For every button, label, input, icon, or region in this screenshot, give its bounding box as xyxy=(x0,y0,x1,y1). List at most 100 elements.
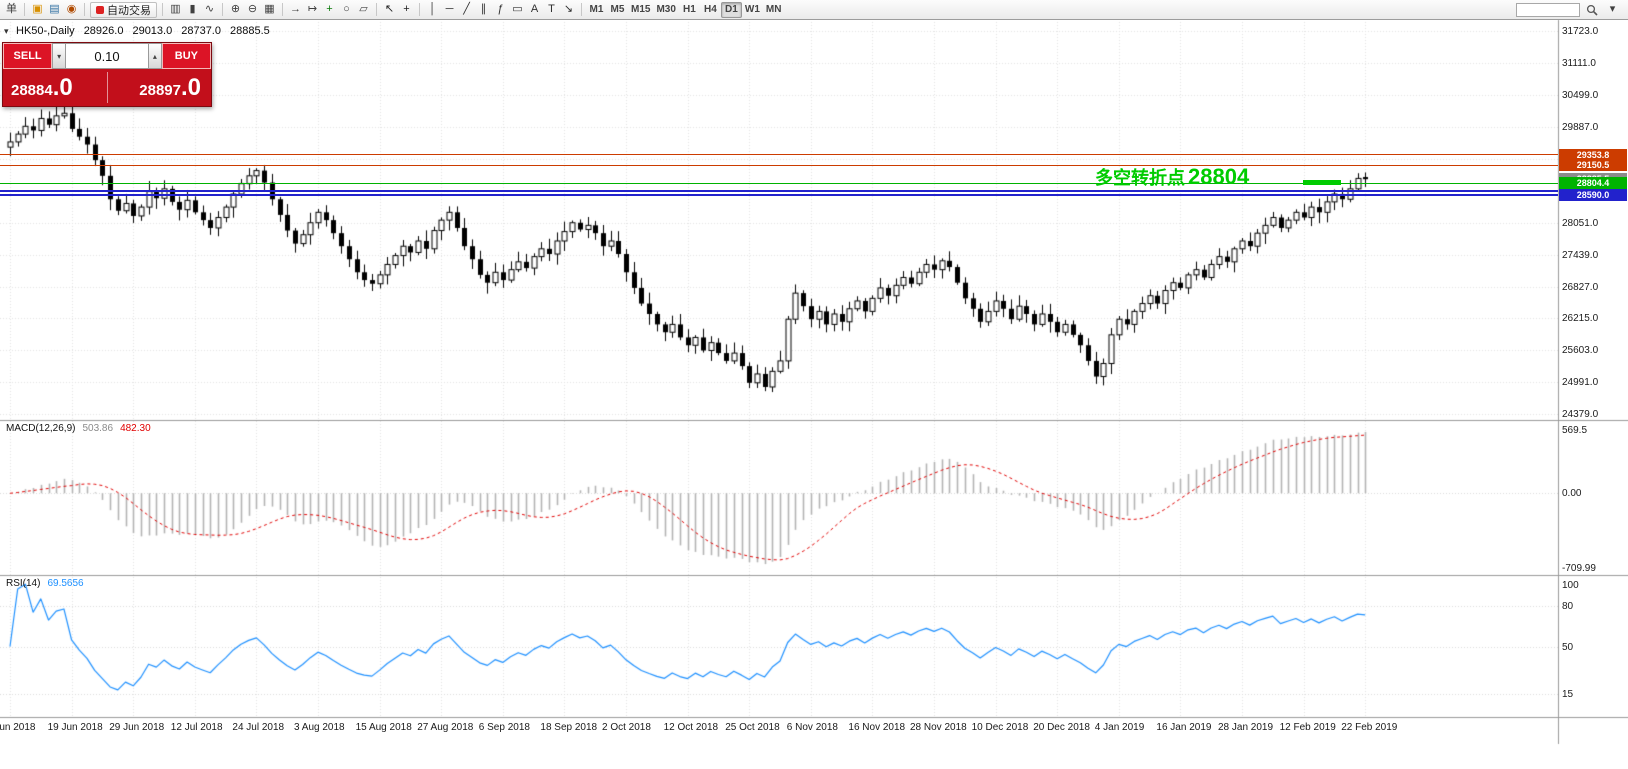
horizontal-line-icon[interactable]: ─ xyxy=(445,3,454,15)
sell-price-frac: .0 xyxy=(52,73,73,101)
horizontal-line-29150.5[interactable] xyxy=(0,164,1558,166)
trade-panel-controls: SELL ▾ ▴ BUY xyxy=(3,43,211,69)
toolbar-search-area: ▾ xyxy=(1516,2,1625,18)
price-axis-label: 28051.0 xyxy=(1562,217,1599,229)
autotrading-button[interactable]: 自动交易 xyxy=(90,1,157,18)
candlestick-chart-icon[interactable]: ▮ xyxy=(189,3,196,15)
date-axis-label: 20 Dec 2018 xyxy=(1033,722,1090,733)
rsi-name: RSI(14) xyxy=(6,578,41,589)
macd-signal-value: 482.30 xyxy=(120,423,151,434)
text-label-icon[interactable]: T xyxy=(548,3,555,15)
toolbar-separator xyxy=(282,3,283,16)
sell-price-main: 28884 xyxy=(11,81,53,99)
price-axis-label: 26827.0 xyxy=(1562,281,1599,293)
price-axis-label: 31111.0 xyxy=(1562,58,1596,70)
navigator-icon[interactable]: ◉ xyxy=(66,3,77,15)
bar-chart-icon[interactable]: ▥ xyxy=(170,3,181,15)
toolbar-separator xyxy=(84,3,85,16)
timeframe-w1[interactable]: W1 xyxy=(744,3,760,15)
volume-up-button[interactable]: ▴ xyxy=(148,43,162,69)
rsi-value: 69.5656 xyxy=(47,578,84,589)
buy-button[interactable]: BUY xyxy=(161,43,211,69)
toolbar: 单 ▣ ▤ ◉ 自动交易 ▥ ▮ ∿ ⊕ ⊖ ▦ → ↦ + ○ ▱ ↖ + │ ─ ╱ ∥ ƒ ▭ A T ↘ M1 M5 M15 M3… xyxy=(0,0,1628,20)
timeframe-mn[interactable]: MN xyxy=(765,3,782,15)
arrows-icon[interactable]: ↘ xyxy=(563,3,574,15)
crosshair-icon[interactable]: + xyxy=(403,3,410,15)
horizontal-line-29353.8[interactable] xyxy=(0,154,1558,156)
sell-button[interactable]: SELL xyxy=(3,43,53,69)
line-chart-icon[interactable]: ∿ xyxy=(204,3,215,15)
symbol-period-label: HK50-,Daily xyxy=(16,25,75,37)
price-axis-label: 27439.0 xyxy=(1562,249,1599,261)
horizontal-line-28660.0[interactable] xyxy=(0,189,1558,192)
date-axis-label: 4 Jan 2019 xyxy=(1094,722,1145,733)
rsi-axis-label: 80 xyxy=(1562,601,1574,612)
high-value: 29013.0 xyxy=(132,25,173,37)
date-axis-label: 29 Jun 2018 xyxy=(109,722,165,733)
channel-icon[interactable]: ∥ xyxy=(480,3,487,15)
chart-ohlc-info: HK50-,Daily 28926.0 29013.0 28737.0 2888… xyxy=(16,25,270,37)
toolbar-separator xyxy=(222,3,223,16)
price-axis-label: 29887.0 xyxy=(1562,121,1599,133)
sell-price[interactable]: 28884.0 xyxy=(3,73,73,101)
timeframe-m30[interactable]: M30 xyxy=(656,3,676,15)
timeframe-h1[interactable]: H1 xyxy=(683,3,696,15)
search-input[interactable] xyxy=(1516,2,1580,17)
horizontal-line-28804.4[interactable] xyxy=(0,182,1558,184)
annotation-text[interactable]: 多空转折点 28804 xyxy=(1095,164,1249,190)
date-axis-label: 12 Oct 2018 xyxy=(663,722,719,733)
date-axis-label: 22 Feb 2019 xyxy=(1341,722,1398,733)
new-order-icon[interactable]: ▣ xyxy=(32,3,43,15)
vertical-line-icon[interactable]: │ xyxy=(429,3,436,15)
auto-scroll-icon[interactable]: → xyxy=(290,3,301,15)
macd-name: MACD(12,26,9) xyxy=(6,423,76,434)
trade-panel-collapse-icon[interactable]: ▾ xyxy=(4,26,9,36)
date-axis-label: 3 Aug 2018 xyxy=(294,722,345,733)
price-axis-label: 26215.0 xyxy=(1562,313,1599,325)
toolbar-separator xyxy=(24,3,25,16)
template-icon[interactable]: ▱ xyxy=(359,3,368,15)
low-value: 28737.0 xyxy=(181,25,221,37)
buy-price[interactable]: 28897.0 xyxy=(139,73,211,101)
autotrading-icon xyxy=(96,5,104,14)
volume-input[interactable] xyxy=(66,43,148,69)
text-icon[interactable]: A xyxy=(530,3,539,15)
date-axis-label: 5 Jun 2018 xyxy=(0,722,36,733)
zoom-in-icon[interactable]: ⊕ xyxy=(230,3,241,15)
toolbar-more-icon[interactable]: ▾ xyxy=(1609,3,1616,15)
date-axis-label: 24 Jul 2018 xyxy=(232,722,285,733)
timeframe-d1[interactable]: D1 xyxy=(720,1,742,18)
menu-button[interactable]: 单 xyxy=(6,3,17,15)
toolbar-separator xyxy=(419,3,420,16)
timeframe-h4[interactable]: H4 xyxy=(704,3,717,15)
toolbar-separator xyxy=(162,3,163,16)
date-axis-label: 16 Jan 2019 xyxy=(1156,722,1212,733)
buy-price-frac: .0 xyxy=(180,73,201,101)
cursor-icon[interactable]: ↖ xyxy=(384,3,395,15)
timeframe-m1[interactable]: M1 xyxy=(589,3,604,15)
rsi-axis-label: 100 xyxy=(1562,580,1579,591)
new-chart-icon[interactable]: + xyxy=(326,3,333,15)
horizontal-line-28590.0[interactable] xyxy=(0,193,1558,196)
chart-shift-icon[interactable]: ↦ xyxy=(307,3,318,15)
annotation-underline[interactable] xyxy=(1303,180,1341,185)
volume-down-button[interactable]: ▾ xyxy=(52,43,66,69)
period-icon[interactable]: ○ xyxy=(343,3,350,15)
market-watch-icon[interactable]: ▤ xyxy=(49,3,60,15)
price-axis-label: 24379.0 xyxy=(1562,409,1599,421)
toolbar-separator xyxy=(376,3,377,16)
rsi-axis-label: 50 xyxy=(1562,641,1574,653)
annotation-value: 28804 xyxy=(1188,164,1250,189)
date-axis-label: 15 Aug 2018 xyxy=(355,722,412,733)
tile-windows-icon[interactable]: ▦ xyxy=(264,3,275,15)
timeframe-m15[interactable]: M15 xyxy=(631,3,651,15)
timeframe-m5[interactable]: M5 xyxy=(610,3,625,15)
shapes-icon[interactable]: ▭ xyxy=(512,3,523,15)
trendline-icon[interactable]: ╱ xyxy=(463,3,470,15)
search-icon[interactable] xyxy=(1583,2,1601,18)
zoom-out-icon[interactable]: ⊖ xyxy=(247,3,258,15)
fibonacci-icon[interactable]: ƒ xyxy=(497,3,504,15)
